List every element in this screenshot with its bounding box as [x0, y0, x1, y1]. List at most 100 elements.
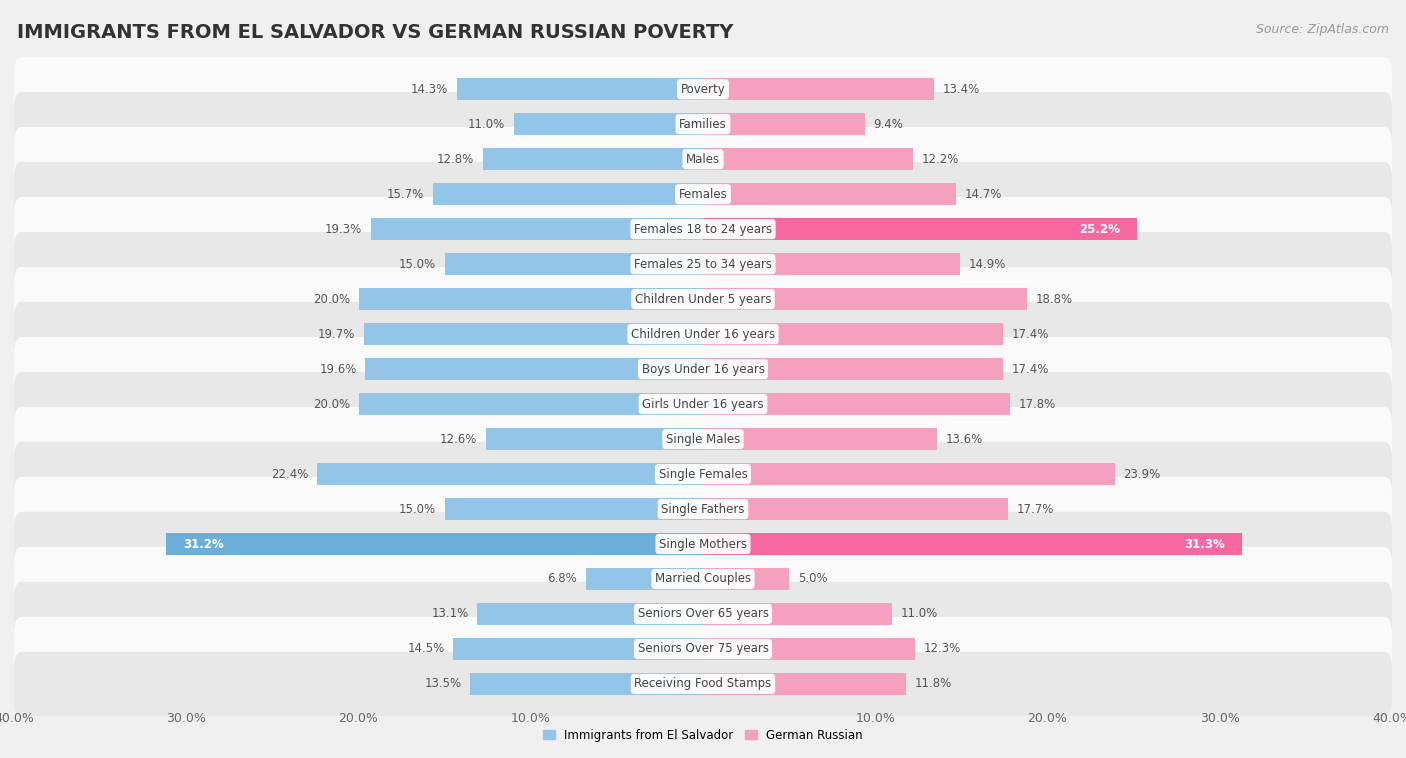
Text: 15.7%: 15.7% [387, 188, 425, 201]
Bar [703, 638, 915, 659]
Text: 13.5%: 13.5% [425, 678, 461, 691]
Text: Poverty: Poverty [681, 83, 725, 96]
FancyBboxPatch shape [14, 232, 1392, 296]
Bar [703, 288, 1026, 310]
Text: 18.8%: 18.8% [1035, 293, 1073, 305]
Text: 20.0%: 20.0% [312, 398, 350, 411]
Text: 12.6%: 12.6% [440, 433, 478, 446]
Text: 23.9%: 23.9% [1123, 468, 1160, 481]
Text: 15.0%: 15.0% [399, 503, 436, 515]
Bar [433, 183, 703, 205]
Text: Males: Males [686, 152, 720, 166]
Bar [703, 603, 893, 625]
Text: Females 18 to 24 years: Females 18 to 24 years [634, 223, 772, 236]
Text: 14.7%: 14.7% [965, 188, 1002, 201]
Bar [359, 288, 703, 310]
Text: 11.0%: 11.0% [468, 117, 505, 130]
FancyBboxPatch shape [14, 372, 1392, 437]
Text: Females: Females [679, 188, 727, 201]
Text: Single Fathers: Single Fathers [661, 503, 745, 515]
Text: 11.0%: 11.0% [901, 607, 938, 621]
FancyBboxPatch shape [14, 127, 1392, 191]
Text: 5.0%: 5.0% [797, 572, 827, 585]
Text: 12.8%: 12.8% [437, 152, 474, 166]
Text: Seniors Over 75 years: Seniors Over 75 years [637, 643, 769, 656]
Text: 17.8%: 17.8% [1018, 398, 1056, 411]
Text: 13.6%: 13.6% [946, 433, 983, 446]
Text: 12.3%: 12.3% [924, 643, 960, 656]
Bar [703, 673, 907, 695]
Text: Girls Under 16 years: Girls Under 16 years [643, 398, 763, 411]
Text: 22.4%: 22.4% [271, 468, 308, 481]
Bar [453, 638, 703, 659]
FancyBboxPatch shape [14, 477, 1392, 541]
Bar [703, 568, 789, 590]
Text: Seniors Over 65 years: Seniors Over 65 years [637, 607, 769, 621]
Bar [703, 498, 1008, 520]
FancyBboxPatch shape [14, 92, 1392, 156]
Bar [371, 218, 703, 240]
Text: 14.3%: 14.3% [411, 83, 449, 96]
Bar [513, 114, 703, 135]
Text: Single Males: Single Males [666, 433, 740, 446]
Text: IMMIGRANTS FROM EL SALVADOR VS GERMAN RUSSIAN POVERTY: IMMIGRANTS FROM EL SALVADOR VS GERMAN RU… [17, 23, 734, 42]
FancyBboxPatch shape [14, 57, 1392, 121]
FancyBboxPatch shape [14, 652, 1392, 716]
Text: 13.1%: 13.1% [432, 607, 468, 621]
Text: 19.6%: 19.6% [319, 362, 357, 375]
Text: 15.0%: 15.0% [399, 258, 436, 271]
Text: 19.7%: 19.7% [318, 327, 356, 340]
FancyBboxPatch shape [14, 267, 1392, 331]
Text: Females 25 to 34 years: Females 25 to 34 years [634, 258, 772, 271]
Text: 14.9%: 14.9% [969, 258, 1005, 271]
Text: 14.5%: 14.5% [408, 643, 444, 656]
Bar [166, 533, 703, 555]
Text: Families: Families [679, 117, 727, 130]
Bar [703, 78, 934, 100]
Bar [486, 428, 703, 450]
Bar [703, 428, 938, 450]
Bar [444, 498, 703, 520]
Text: Children Under 5 years: Children Under 5 years [634, 293, 772, 305]
Text: Single Mothers: Single Mothers [659, 537, 747, 550]
FancyBboxPatch shape [14, 302, 1392, 366]
Text: 6.8%: 6.8% [547, 572, 578, 585]
Bar [703, 114, 865, 135]
Bar [586, 568, 703, 590]
Bar [318, 463, 703, 485]
Bar [703, 323, 1002, 345]
Text: Children Under 16 years: Children Under 16 years [631, 327, 775, 340]
Text: 9.4%: 9.4% [873, 117, 904, 130]
Bar [364, 323, 703, 345]
Bar [703, 218, 1137, 240]
Text: Source: ZipAtlas.com: Source: ZipAtlas.com [1256, 23, 1389, 36]
FancyBboxPatch shape [14, 582, 1392, 646]
Text: 17.4%: 17.4% [1011, 327, 1049, 340]
Bar [703, 463, 1115, 485]
Text: 11.8%: 11.8% [915, 678, 952, 691]
Legend: Immigrants from El Salvador, German Russian: Immigrants from El Salvador, German Russ… [538, 725, 868, 747]
FancyBboxPatch shape [14, 547, 1392, 611]
Text: 13.4%: 13.4% [942, 83, 980, 96]
Text: Boys Under 16 years: Boys Under 16 years [641, 362, 765, 375]
Bar [703, 253, 960, 275]
Bar [703, 183, 956, 205]
Bar [703, 533, 1241, 555]
Text: 31.3%: 31.3% [1184, 537, 1225, 550]
Bar [482, 149, 703, 170]
Bar [366, 359, 703, 380]
Bar [359, 393, 703, 415]
Text: Single Females: Single Females [658, 468, 748, 481]
Text: 20.0%: 20.0% [312, 293, 350, 305]
FancyBboxPatch shape [14, 617, 1392, 681]
Bar [457, 78, 703, 100]
FancyBboxPatch shape [14, 407, 1392, 471]
Bar [703, 149, 912, 170]
Bar [478, 603, 703, 625]
Text: Married Couples: Married Couples [655, 572, 751, 585]
Bar [703, 393, 1010, 415]
FancyBboxPatch shape [14, 162, 1392, 227]
Text: Receiving Food Stamps: Receiving Food Stamps [634, 678, 772, 691]
Text: 31.2%: 31.2% [183, 537, 224, 550]
FancyBboxPatch shape [14, 512, 1392, 576]
